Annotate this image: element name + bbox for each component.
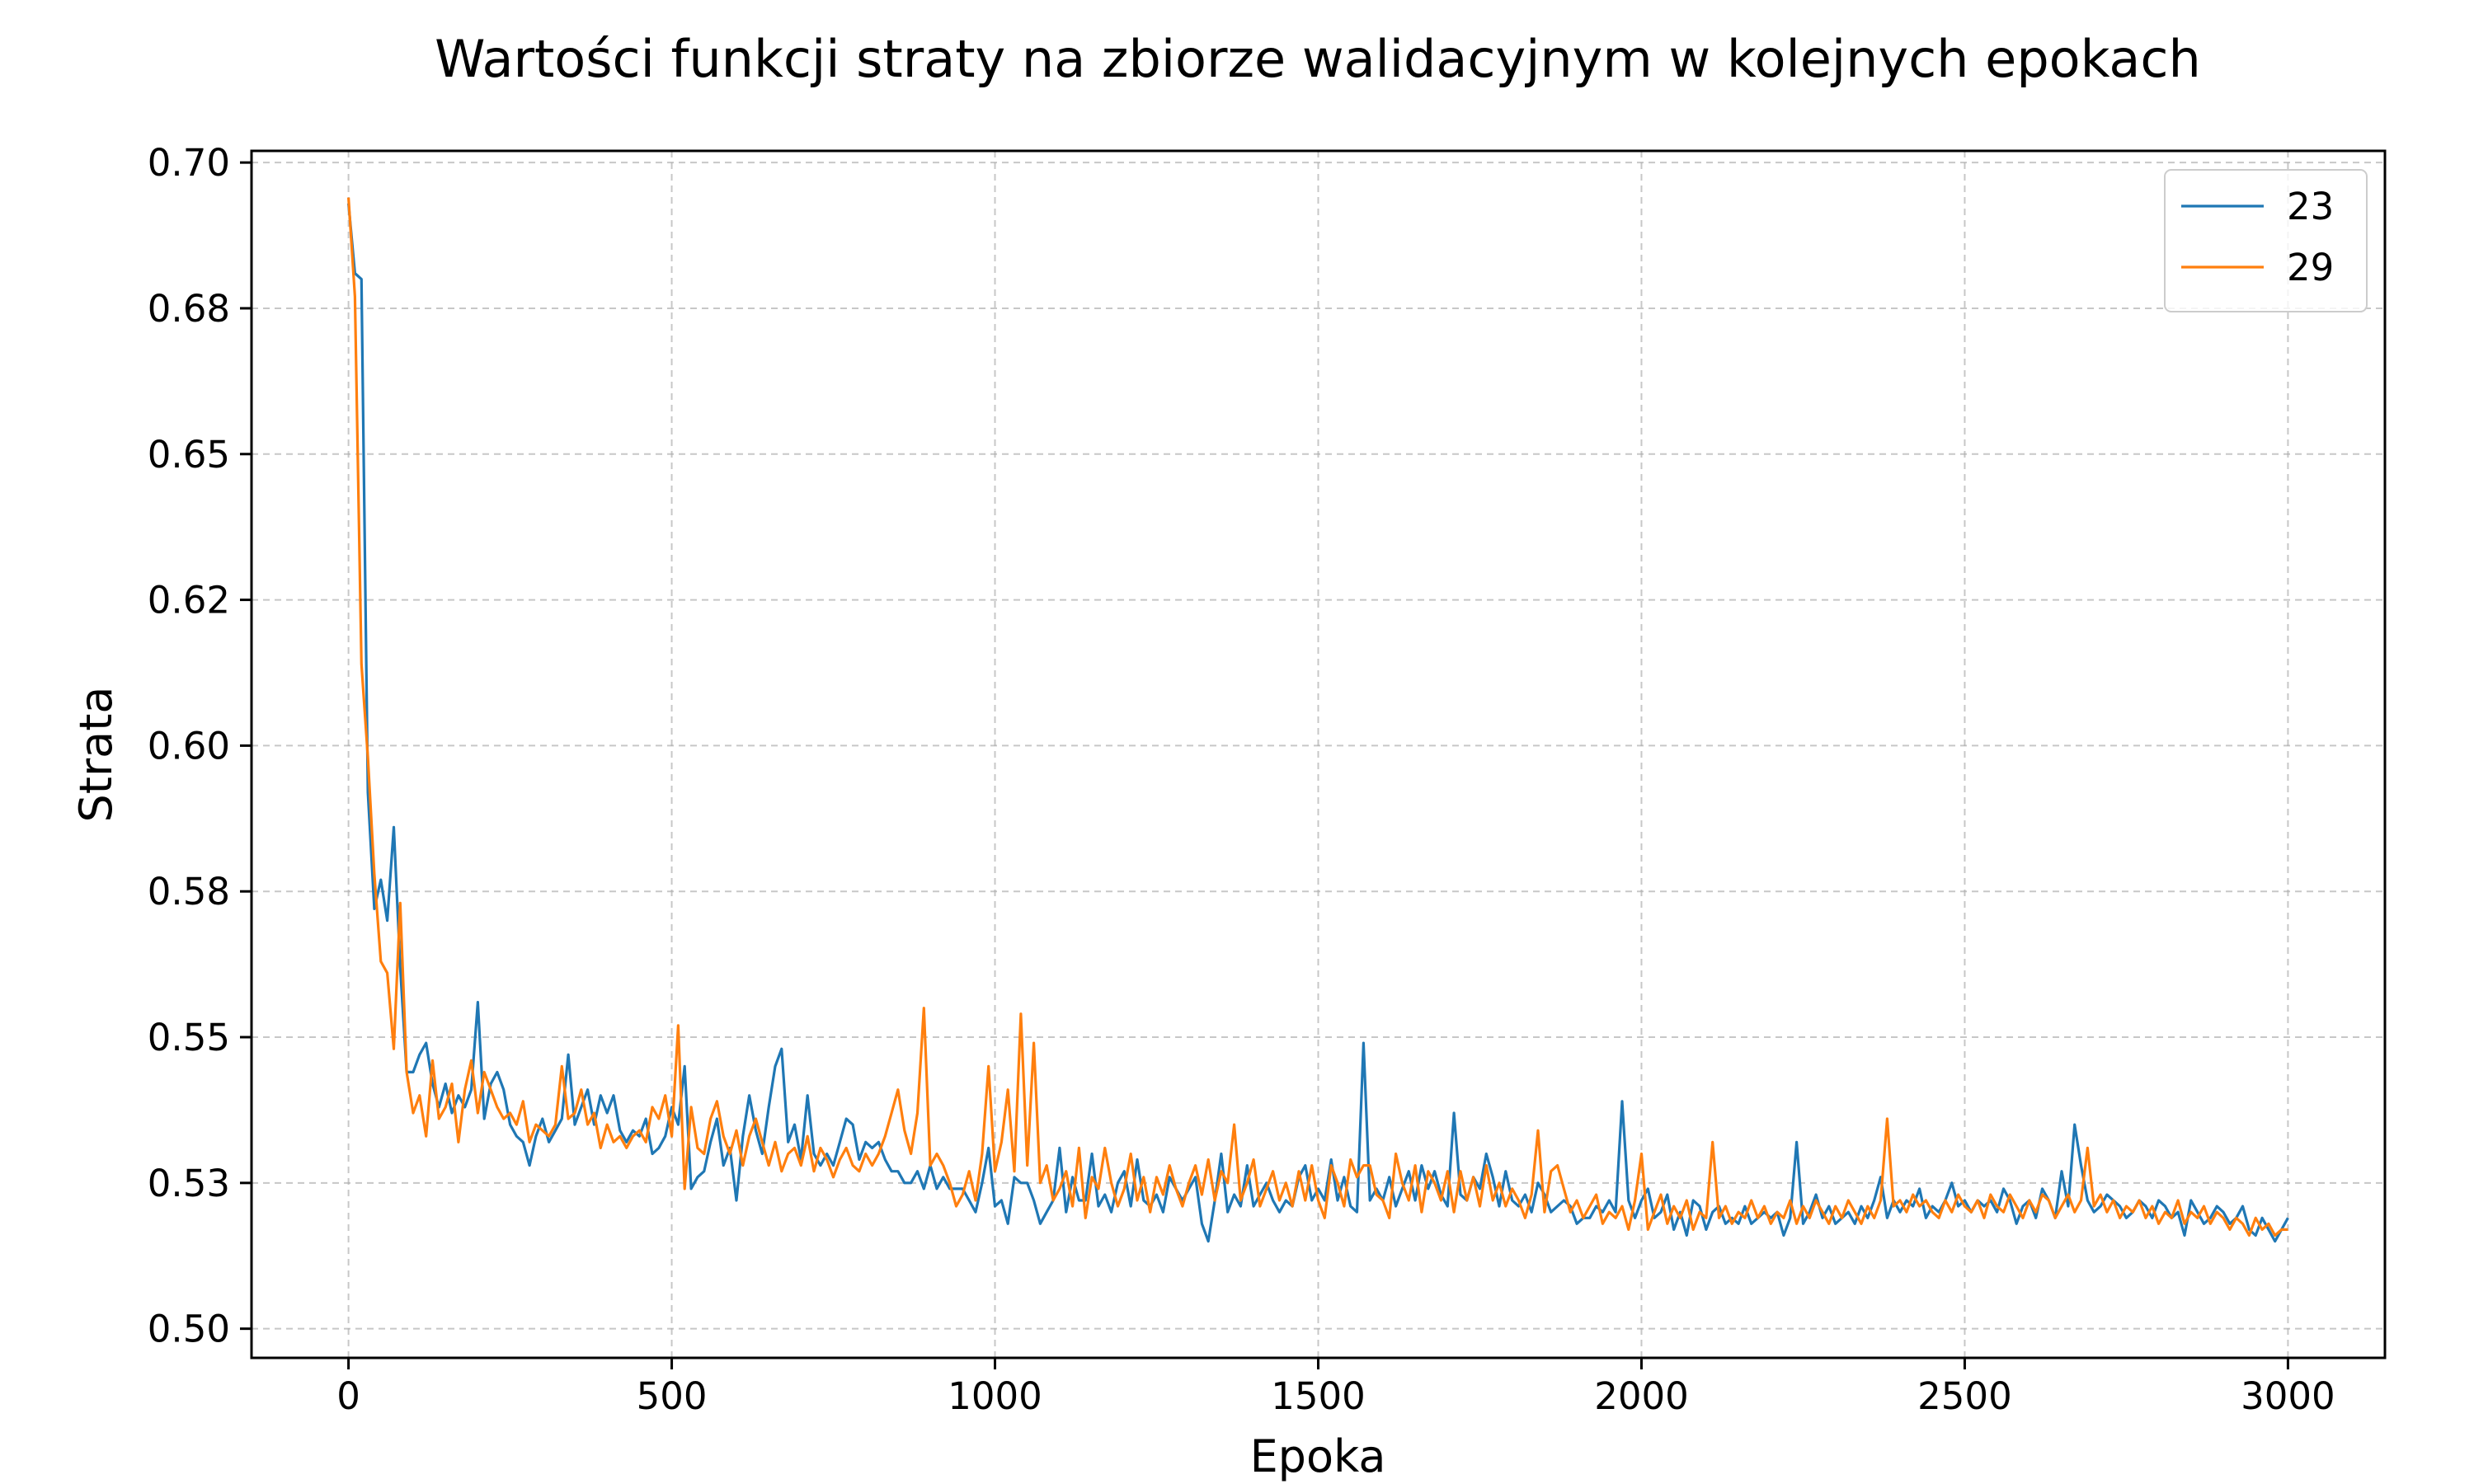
x-tick-label: 500 xyxy=(637,1374,708,1418)
x-tick-label: 2000 xyxy=(1594,1374,1689,1418)
y-tick-label: 0.58 xyxy=(148,870,230,913)
x-tick-label: 1000 xyxy=(948,1374,1042,1418)
x-axis-label: Epoka xyxy=(1250,1430,1386,1482)
y-axis-label: Strata xyxy=(70,686,122,822)
chart-title: Wartości funkcji straty na zbiorze walid… xyxy=(435,29,2201,89)
series-line-23 xyxy=(347,203,2289,1243)
y-tick-label: 0.55 xyxy=(148,1016,230,1059)
series-line-29 xyxy=(347,197,2288,1237)
y-tick-label: 0.60 xyxy=(148,724,230,768)
y-tick-label: 0.70 xyxy=(148,141,230,185)
y-tick-label: 0.68 xyxy=(148,287,230,331)
legend-label-29: 29 xyxy=(2287,246,2334,289)
y-tick-label: 0.53 xyxy=(148,1162,230,1205)
x-tick-label: 0 xyxy=(336,1374,360,1418)
y-tick-label: 0.50 xyxy=(148,1308,230,1351)
series-lines xyxy=(347,197,2289,1243)
y-axis-ticks: 0.50 0.53 0.55 0.58 0.60 0.62 0.65 0.68 0.70 xyxy=(148,141,252,1351)
x-axis-ticks: 0 500 1000 1500 2000 2500 3000 xyxy=(336,1358,2335,1418)
x-tick-label: 3000 xyxy=(2241,1374,2335,1418)
y-tick-label: 0.65 xyxy=(148,433,230,477)
x-tick-label: 1500 xyxy=(1271,1374,1366,1418)
legend-box xyxy=(2164,169,2368,312)
legend-label-23: 23 xyxy=(2287,185,2334,228)
y-tick-label: 0.62 xyxy=(148,579,230,622)
grid xyxy=(252,151,2385,1358)
x-tick-label: 2500 xyxy=(1917,1374,2012,1418)
